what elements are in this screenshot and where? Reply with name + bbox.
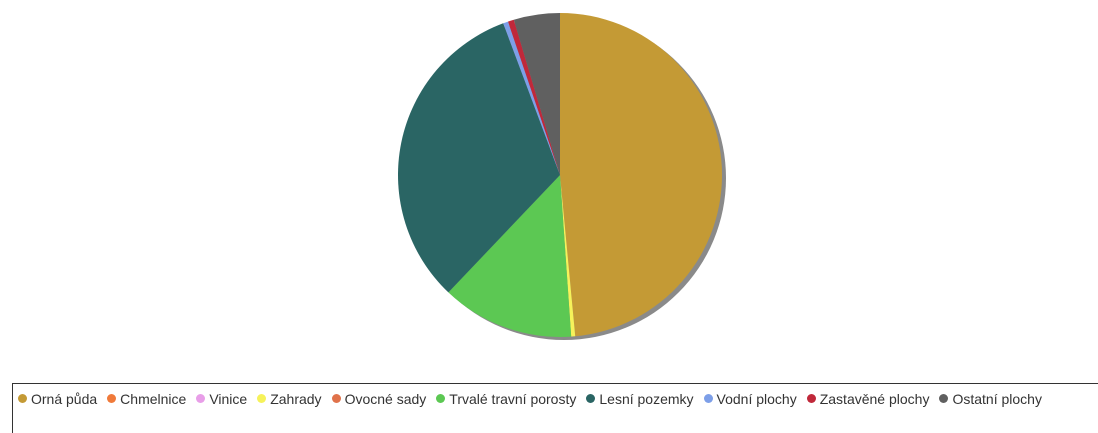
chart-legend: Orná půda Chmelnice Vinice Zahrady Ovocné sa… — [12, 383, 1098, 433]
legend-marker — [436, 394, 446, 403]
pie-chart-area — [397, 13, 726, 340]
legend-marker — [331, 394, 341, 403]
legend-label: Vodní plochy — [716, 390, 797, 407]
legend-item[interactable]: Chmelnice — [107, 387, 186, 410]
pie-slice-0[interactable] — [560, 13, 722, 337]
legend-marker — [703, 394, 713, 403]
pie-slice-8[interactable] — [508, 19, 560, 176]
pie-slice-3[interactable] — [560, 175, 576, 337]
pie-slice-9[interactable] — [513, 13, 560, 175]
legend-item[interactable]: Ostatní plochy — [939, 387, 1042, 410]
legend-item[interactable]: Lesní pozemky — [586, 387, 694, 410]
pie-slice-5[interactable] — [448, 175, 572, 337]
pie-slice-7[interactable] — [503, 21, 560, 176]
pie-chart — [397, 13, 726, 340]
legend-marker — [107, 394, 117, 403]
legend-label: Trvalé travní porosty — [449, 390, 577, 407]
legend-item[interactable]: Trvalé travní porosty — [436, 387, 576, 410]
legend-label: Orná půda — [31, 390, 98, 407]
legend-marker — [939, 394, 949, 403]
pie-slice-6[interactable] — [397, 23, 560, 293]
legend-label: Lesní pozemky — [599, 390, 694, 407]
legend-label: Zastavěné plochy — [819, 390, 930, 407]
legend-marker — [806, 394, 816, 403]
legend-marker — [257, 394, 267, 403]
legend-item[interactable]: Orná půda — [18, 387, 97, 410]
legend-marker — [586, 394, 596, 403]
legend-label: Vinice — [209, 390, 248, 407]
legend-label: Ovocné sady — [344, 390, 427, 407]
legend-item[interactable]: Ovocné sady — [331, 387, 427, 410]
legend-marker — [196, 394, 206, 403]
legend-item[interactable]: Vinice — [196, 387, 247, 410]
legend-item[interactable]: Vodní plochy — [703, 387, 797, 410]
legend-item[interactable]: Zahrady — [257, 387, 322, 410]
legend-label: Chmelnice — [120, 390, 187, 407]
legend-label: Zahrady — [270, 390, 322, 407]
legend-item[interactable]: Zastavěné plochy — [806, 387, 930, 410]
legend-marker — [18, 394, 27, 403]
legend-label: Ostatní plochy — [952, 390, 1042, 407]
